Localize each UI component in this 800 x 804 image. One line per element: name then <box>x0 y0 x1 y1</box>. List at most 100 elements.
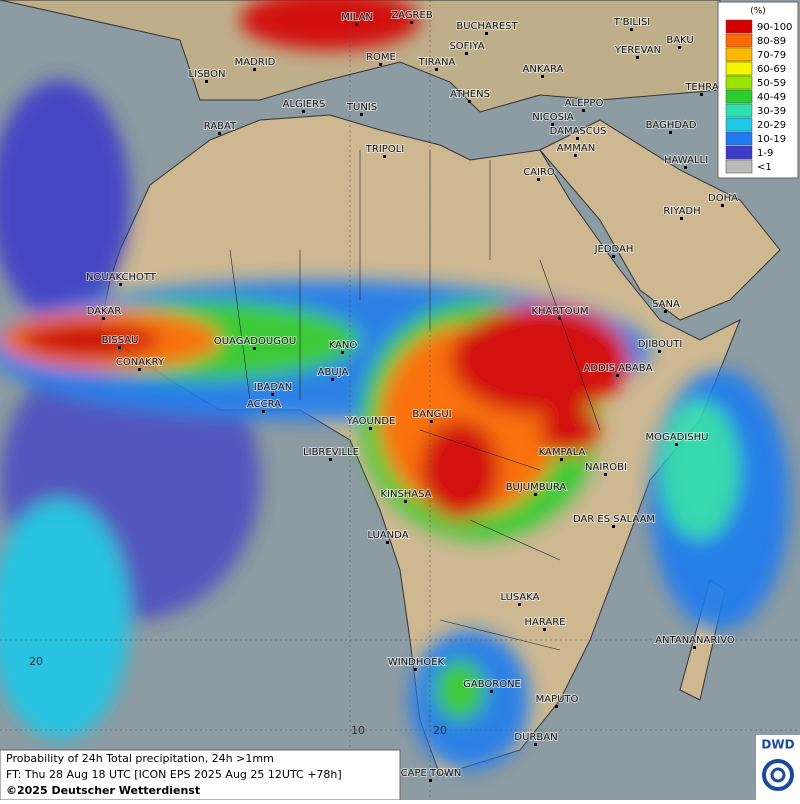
legend-label: 90-100 <box>757 22 792 33</box>
city-label: HAWALLI <box>664 155 708 166</box>
city-marker <box>379 63 382 66</box>
footer: Probability of 24h Total precipitation, … <box>0 749 401 801</box>
footer-line: ©2025 Deutscher Wetterdienst <box>6 784 200 797</box>
city-label: ANTANANARIVO <box>655 635 735 646</box>
legend-swatch <box>725 47 753 62</box>
city-marker <box>680 217 683 220</box>
grid-label: 10 <box>351 724 365 737</box>
footer-line: Probability of 24h Total precipitation, … <box>6 752 274 765</box>
city-label: JEDDAH <box>594 244 634 255</box>
city-marker <box>218 132 221 135</box>
city-marker <box>537 178 540 181</box>
legend-swatch <box>725 103 753 118</box>
city-marker <box>262 410 265 413</box>
city-label: TIRANA <box>418 57 456 68</box>
city-labels: MILAN ZAGREB BUCHAREST T'BILISI BAKU MADRID SO… <box>29 9 739 782</box>
city-label: DJIBOUTI <box>638 339 683 350</box>
city-label: WINDHOEK <box>388 657 445 668</box>
city-label: BUJUMBURA <box>506 482 567 493</box>
city-label: LUANDA <box>367 530 408 541</box>
city-marker <box>102 317 105 320</box>
city-marker <box>485 32 488 35</box>
city-label: DAMASCUS <box>550 126 607 137</box>
city-label: MADRID <box>235 57 276 68</box>
city-marker <box>582 109 585 112</box>
city-marker <box>429 779 432 782</box>
legend-label: 70-79 <box>757 50 786 61</box>
city-marker <box>560 458 563 461</box>
city-label: OUAGADOUGOU <box>214 336 296 347</box>
city-marker <box>329 458 332 461</box>
city-label: T'BILISI <box>613 17 650 28</box>
city-label: SANA <box>652 299 680 310</box>
city-marker <box>684 166 687 169</box>
legend-title: (%) <box>750 7 766 17</box>
city-label: MAPUTO <box>536 694 579 705</box>
city-label: ALGIERS <box>283 99 326 110</box>
legend-label: 60-69 <box>757 64 786 75</box>
city-marker <box>574 154 577 157</box>
city-marker <box>558 317 561 320</box>
city-label: RABAT <box>204 121 237 132</box>
city-label: CONAKRY <box>116 357 165 368</box>
legend-swatch <box>725 131 753 146</box>
city-label: CAPE TOWN <box>401 768 462 779</box>
city-label: NICOSIA <box>532 112 574 123</box>
city-label: ACCRA <box>247 399 281 410</box>
city-marker <box>410 21 413 24</box>
city-label: ZAGREB <box>391 10 433 21</box>
city-marker <box>138 368 141 371</box>
city-marker <box>386 541 389 544</box>
city-label: DOHA <box>708 193 738 204</box>
city-marker <box>430 420 433 423</box>
city-marker <box>118 346 121 349</box>
city-label: ABUJA <box>318 367 349 378</box>
legend-swatch <box>725 61 753 76</box>
city-marker <box>253 347 256 350</box>
legend-label: 40-49 <box>757 92 786 103</box>
city-marker <box>612 255 615 258</box>
city-label: DAR ES SALAAM <box>573 514 655 525</box>
city-label: HARARE <box>524 617 565 628</box>
city-marker <box>534 743 537 746</box>
city-marker <box>543 628 546 631</box>
city-label: ADDIS ABABA <box>584 363 653 374</box>
city-label: IBADAN <box>254 382 293 393</box>
legend-swatch <box>725 75 753 90</box>
city-label: ATHENS <box>450 89 490 100</box>
city-marker <box>355 23 358 26</box>
city-marker <box>271 393 274 396</box>
city-marker <box>341 351 344 354</box>
city-label: DAKAR <box>87 306 122 317</box>
city-marker <box>576 137 579 140</box>
city-label: NAIROBI <box>585 462 627 473</box>
legend-label: 20-29 <box>757 120 786 131</box>
legend-label: <1 <box>757 162 772 173</box>
city-marker <box>205 80 208 83</box>
legend-label: 10-19 <box>757 134 786 145</box>
city-marker <box>555 705 558 708</box>
legend-swatch <box>725 19 753 34</box>
city-marker <box>119 283 122 286</box>
legend-swatch <box>725 145 753 160</box>
city-marker <box>534 493 537 496</box>
city-marker <box>675 443 678 446</box>
city-label: DURBAN <box>514 732 557 743</box>
legend-swatch <box>725 33 753 48</box>
city-marker <box>664 310 667 313</box>
city-marker <box>612 525 615 528</box>
city-label: LUSAKA <box>501 592 540 603</box>
legend-label: 80-89 <box>757 36 786 47</box>
precipitation <box>0 0 790 770</box>
city-label: TUNIS <box>346 102 377 113</box>
city-marker <box>693 646 696 649</box>
city-label: ROME <box>366 52 396 63</box>
footer-line: FT: Thu 28 Aug 18 UTC [ICON EPS 2025 Aug… <box>6 768 342 781</box>
city-marker <box>678 46 681 49</box>
city-label: AMMAN <box>557 143 595 154</box>
city-marker <box>700 93 703 96</box>
city-label: RIYADH <box>663 206 700 217</box>
city-marker <box>604 473 607 476</box>
